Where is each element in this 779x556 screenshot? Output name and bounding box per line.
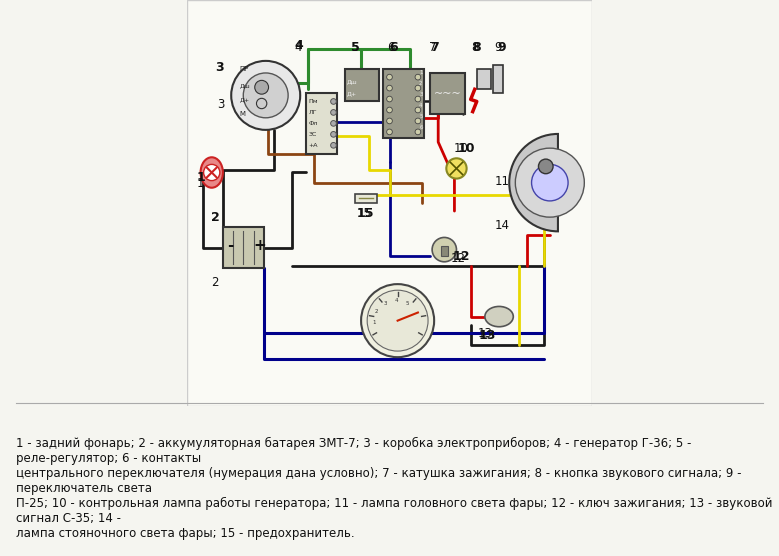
Text: 2: 2 (419, 81, 423, 86)
Text: 4: 4 (394, 297, 398, 302)
Circle shape (432, 237, 456, 262)
Text: 9: 9 (497, 41, 506, 54)
Text: 5: 5 (419, 114, 423, 119)
Circle shape (255, 81, 269, 94)
Circle shape (330, 110, 337, 115)
Circle shape (231, 61, 300, 130)
Text: Д+: Д+ (347, 91, 357, 96)
Text: 3: 3 (217, 97, 224, 111)
Text: 1: 1 (197, 171, 206, 183)
Bar (441, 246, 448, 256)
Circle shape (330, 121, 337, 126)
Text: Дш: Дш (239, 83, 250, 88)
Circle shape (415, 129, 421, 135)
Bar (493, 65, 503, 93)
Text: 4: 4 (419, 103, 423, 108)
Bar (306, 93, 337, 154)
Text: 7: 7 (430, 41, 439, 54)
Circle shape (386, 129, 393, 135)
Text: Д+: Д+ (239, 97, 249, 102)
Circle shape (446, 158, 467, 178)
Text: 1: 1 (419, 70, 423, 75)
Text: 2: 2 (375, 309, 379, 314)
Text: Пм: Пм (308, 100, 318, 105)
Text: +: + (253, 237, 266, 252)
Text: 5: 5 (351, 41, 360, 54)
Circle shape (415, 96, 421, 102)
Bar (355, 194, 377, 203)
Text: ЗС: ЗС (308, 132, 317, 137)
Text: 7: 7 (429, 41, 437, 54)
Text: 12: 12 (450, 252, 465, 265)
Text: Дш: Дш (347, 80, 358, 85)
Text: 15: 15 (357, 207, 372, 220)
Text: 14: 14 (495, 219, 510, 232)
Circle shape (415, 75, 421, 80)
Circle shape (516, 148, 584, 217)
Text: 4: 4 (294, 39, 303, 52)
Text: 5: 5 (351, 41, 358, 54)
Text: ~~~: ~~~ (434, 90, 462, 100)
Circle shape (330, 98, 337, 105)
Text: 3: 3 (383, 301, 386, 306)
Text: 8: 8 (471, 41, 479, 54)
Text: 6: 6 (387, 41, 395, 54)
Text: 11: 11 (494, 175, 509, 188)
Text: 10: 10 (458, 142, 475, 155)
Text: 12: 12 (453, 250, 470, 263)
Circle shape (531, 165, 568, 201)
Text: 3: 3 (215, 61, 224, 74)
Text: М: М (239, 111, 245, 117)
Circle shape (538, 159, 553, 173)
Text: 1: 1 (372, 320, 375, 325)
Text: ПР: ПР (239, 66, 249, 72)
Circle shape (386, 96, 393, 102)
Text: 10: 10 (453, 142, 468, 155)
Wedge shape (509, 134, 558, 231)
Text: ЛГ: ЛГ (308, 111, 317, 116)
Bar (383, 69, 424, 138)
Circle shape (243, 73, 288, 118)
Text: +А: +А (308, 143, 318, 148)
Circle shape (203, 165, 220, 181)
Ellipse shape (485, 306, 513, 327)
Circle shape (330, 132, 337, 137)
Ellipse shape (200, 157, 223, 188)
Circle shape (386, 118, 393, 124)
Circle shape (256, 98, 267, 108)
Text: 15: 15 (357, 207, 375, 220)
Circle shape (367, 290, 428, 351)
Circle shape (415, 118, 421, 124)
Text: 1: 1 (197, 177, 204, 190)
Circle shape (330, 142, 337, 148)
Circle shape (415, 107, 421, 113)
Text: 2: 2 (211, 276, 218, 289)
Circle shape (386, 75, 393, 80)
Text: 2: 2 (211, 211, 220, 224)
Text: 5: 5 (406, 301, 409, 306)
Bar (345, 69, 379, 101)
Text: 3: 3 (419, 92, 423, 97)
Text: 13: 13 (479, 329, 496, 342)
Text: 4: 4 (294, 41, 301, 54)
Text: 9: 9 (494, 41, 502, 54)
Bar (223, 227, 263, 268)
Bar (430, 73, 464, 113)
Text: Фл: Фл (308, 121, 318, 126)
Text: 13: 13 (478, 327, 493, 340)
Text: 1 - задний фонарь; 2 - аккумуляторная батарея ЗМТ-7; 3 - коробка электроприборов: 1 - задний фонарь; 2 - аккумуляторная ба… (16, 437, 772, 540)
Circle shape (361, 284, 434, 357)
Text: 6: 6 (419, 125, 423, 130)
Text: -: - (227, 237, 234, 252)
Circle shape (386, 85, 393, 91)
Text: 6: 6 (390, 41, 398, 54)
Bar (477, 69, 491, 90)
Circle shape (386, 107, 393, 113)
Circle shape (415, 85, 421, 91)
Text: 8: 8 (473, 41, 481, 54)
